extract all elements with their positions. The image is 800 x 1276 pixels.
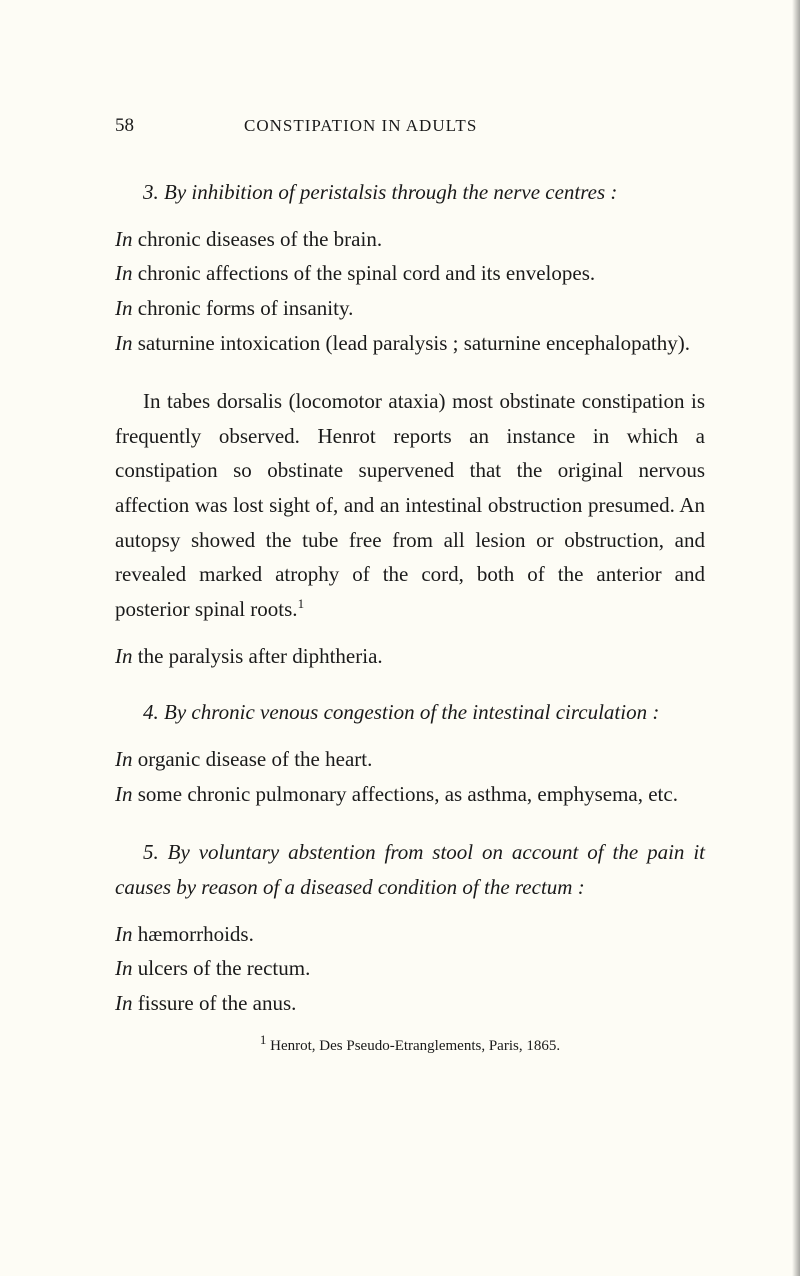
in-prefix: In xyxy=(115,956,133,980)
section-3-item-1: In chronic diseases of the brain. xyxy=(115,222,705,257)
section-3-item-2: In chronic affections of the spinal cord… xyxy=(115,256,705,291)
page: 58 CONSTIPATION IN ADULTS 3. By inhibiti… xyxy=(0,0,800,1276)
section-3-lead: 3. By inhibition of peristalsis through … xyxy=(115,175,705,210)
in-prefix: In xyxy=(115,747,133,771)
in-prefix: In xyxy=(115,782,133,806)
item-text: the paralysis after diphtheria. xyxy=(133,644,383,668)
page-number: 58 xyxy=(115,115,134,137)
item-text: saturnine intoxication (lead paralysis ;… xyxy=(133,331,690,355)
footnote-marker: 1 xyxy=(298,596,305,611)
footnote: 1 Henrot, Des Pseudo-Etranglements, Pari… xyxy=(115,1038,705,1055)
section-4-item-1: In organic disease of the heart. xyxy=(115,742,705,777)
section-3-paragraph: In tabes dorsalis (locomotor ataxia) mos… xyxy=(115,384,705,626)
in-prefix: In xyxy=(115,296,133,320)
section-4-item-2: In some chronic pulmonary affections, as… xyxy=(115,777,705,812)
spacer xyxy=(115,362,705,384)
section-5-item-1: In hæmorrhoids. xyxy=(115,917,705,952)
item-text: organic disease of the heart. xyxy=(133,747,373,771)
item-text: fissure of the anus. xyxy=(133,991,297,1015)
in-prefix: In xyxy=(115,227,133,251)
page-header: 58 CONSTIPATION IN ADULTS xyxy=(115,115,705,137)
paragraph-text: In tabes dorsalis (locomotor ataxia) mos… xyxy=(115,389,705,621)
section-5-item-2: In ulcers of the rectum. xyxy=(115,951,705,986)
section-4-lead: 4. By chronic venous congestion of the i… xyxy=(115,695,705,730)
section-3-item-5: In the paralysis after diphtheria. xyxy=(115,639,705,674)
footnote-text: Henrot, Des Pseudo-Etranglements, Paris,… xyxy=(266,1038,560,1054)
item-text: ulcers of the rectum. xyxy=(133,956,311,980)
item-text: chronic forms of insanity. xyxy=(133,296,354,320)
in-prefix: In xyxy=(115,261,133,285)
in-prefix: In xyxy=(115,331,133,355)
in-prefix: In xyxy=(115,991,133,1015)
item-text: chronic affections of the spinal cord an… xyxy=(133,261,596,285)
section-5-lead: 5. By voluntary abstention from stool on… xyxy=(115,835,705,904)
section-5-item-3: In fissure of the anus. xyxy=(115,986,705,1021)
section-3-item-3: In chronic forms of insanity. xyxy=(115,291,705,326)
item-text: chronic diseases of the brain. xyxy=(133,227,383,251)
page-edge-shadow xyxy=(792,0,800,1276)
spacer xyxy=(115,813,705,835)
item-text: hæmorrhoids. xyxy=(133,922,254,946)
section-3-item-4: In saturnine intoxication (lead paralysi… xyxy=(115,326,705,361)
item-text: some chronic pulmonary affections, as as… xyxy=(133,782,678,806)
in-prefix: In xyxy=(115,922,133,946)
running-title: CONSTIPATION IN ADULTS xyxy=(244,116,477,136)
in-prefix: In xyxy=(115,644,133,668)
spacer xyxy=(115,673,705,695)
